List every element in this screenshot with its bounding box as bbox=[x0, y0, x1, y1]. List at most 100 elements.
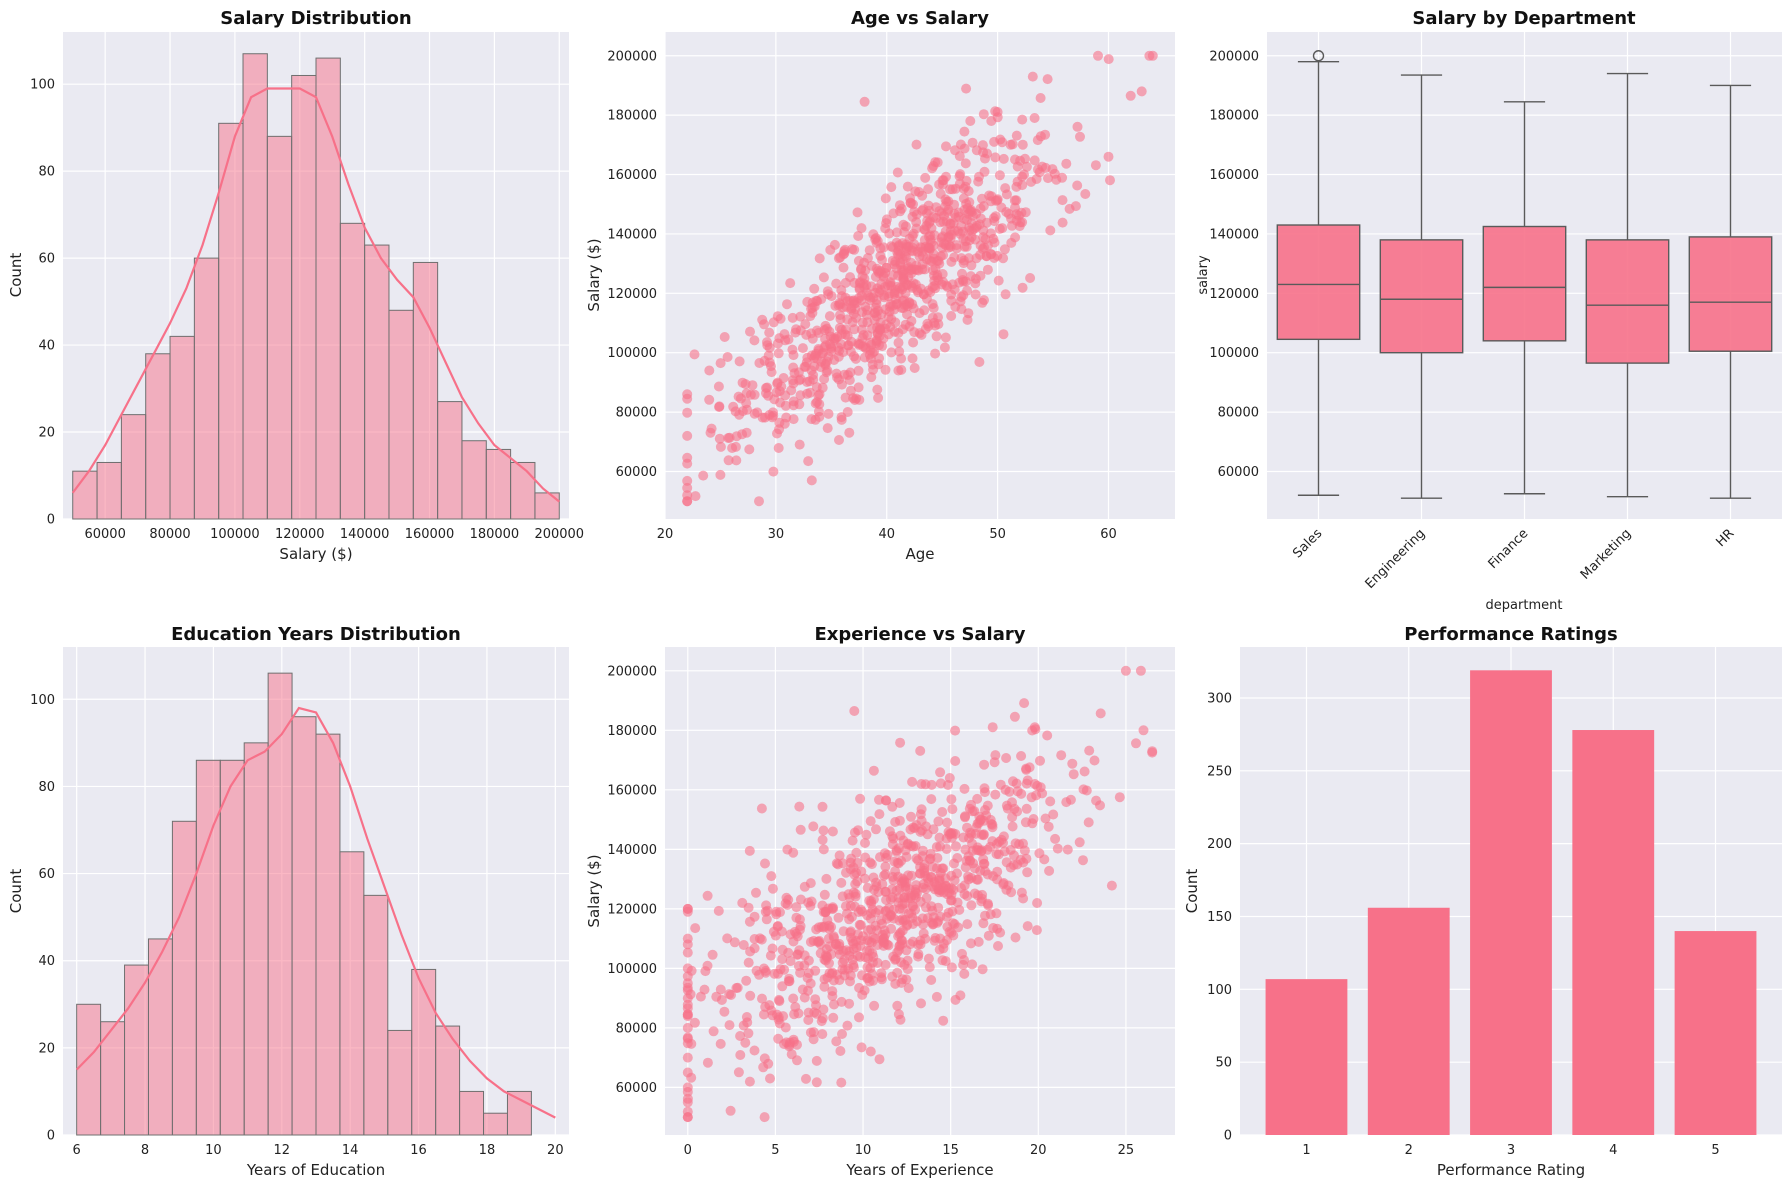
scatter-point bbox=[918, 882, 929, 893]
scatter-point bbox=[1019, 698, 1030, 709]
scatter-point bbox=[838, 347, 849, 358]
scatter-point bbox=[833, 300, 844, 311]
y-tick-label: 60000 bbox=[616, 465, 657, 480]
scatter-point bbox=[979, 783, 990, 794]
scatter-point bbox=[835, 310, 845, 320]
scatter-point bbox=[844, 427, 855, 438]
scatter-point bbox=[842, 407, 853, 417]
scatter-point bbox=[1007, 812, 1018, 823]
scatter-point bbox=[855, 904, 866, 915]
scatter-point bbox=[843, 340, 854, 351]
scatter-point bbox=[1017, 114, 1028, 125]
scatter-point bbox=[813, 390, 824, 401]
y-tick-label: 0 bbox=[1224, 1129, 1232, 1144]
scatter-point bbox=[833, 912, 844, 923]
scatter-point bbox=[963, 308, 974, 319]
y-tick-label: 200000 bbox=[607, 664, 657, 679]
scatter-point bbox=[990, 750, 1001, 761]
scatter-point bbox=[896, 364, 907, 375]
scatter-point bbox=[859, 352, 870, 363]
scatter-point bbox=[743, 957, 754, 968]
scatter-point bbox=[939, 210, 950, 221]
scatter-point bbox=[764, 1000, 775, 1011]
scatter-point bbox=[853, 339, 864, 350]
scatter-point bbox=[835, 1046, 846, 1056]
bar bbox=[1572, 730, 1655, 1135]
scatter-point bbox=[990, 789, 1001, 800]
scatter-point bbox=[767, 883, 778, 894]
scatter-point bbox=[839, 955, 850, 965]
scatter-point bbox=[744, 1076, 755, 1087]
scatter-point bbox=[775, 313, 786, 324]
scatter-point bbox=[724, 1020, 735, 1031]
scatter-point bbox=[788, 936, 799, 947]
y-tick-label: 120000 bbox=[607, 902, 657, 917]
scatter-point bbox=[1007, 821, 1018, 832]
scatter-point bbox=[890, 817, 901, 827]
scatter-point bbox=[958, 290, 969, 301]
scatter-point bbox=[832, 969, 843, 980]
x-tick-label: 25 bbox=[1118, 1143, 1135, 1158]
scatter-point bbox=[852, 207, 863, 218]
scatter-point bbox=[735, 1050, 746, 1060]
scatter-point bbox=[1056, 750, 1067, 761]
y-axis-label: Salary ($) bbox=[585, 238, 603, 311]
scatter-point bbox=[1067, 758, 1078, 769]
scatter-point bbox=[699, 984, 710, 995]
y-tick-label: 140000 bbox=[1209, 227, 1259, 242]
scatter-point bbox=[896, 353, 907, 364]
scatter-point bbox=[855, 920, 866, 930]
scatter-point bbox=[836, 996, 847, 1007]
scatter-point bbox=[949, 919, 960, 930]
x-axis-label: Years of Education bbox=[246, 1161, 385, 1179]
scatter-point bbox=[923, 184, 934, 195]
scatter-point bbox=[1016, 751, 1027, 761]
scatter-point bbox=[929, 275, 940, 286]
scatter-point bbox=[698, 470, 709, 481]
scatter-point bbox=[845, 272, 856, 283]
scatter-point bbox=[812, 296, 823, 307]
scatter-point bbox=[837, 1029, 847, 1039]
y-tick-label: 200000 bbox=[1209, 49, 1259, 64]
scatter-point bbox=[1007, 139, 1018, 150]
scatter-point bbox=[870, 287, 881, 298]
scatter-point bbox=[745, 946, 756, 957]
x-tick-label: 40 bbox=[878, 527, 895, 542]
scatter-point bbox=[908, 822, 919, 833]
scatter-point bbox=[843, 889, 854, 900]
y-tick-label: 100000 bbox=[607, 346, 657, 361]
scatter-point bbox=[682, 407, 693, 418]
scatter-point bbox=[909, 206, 920, 217]
scatter-point bbox=[1022, 921, 1033, 932]
x-tick-label: 5 bbox=[771, 1143, 779, 1158]
scatter-point bbox=[682, 1052, 693, 1063]
scatter-point bbox=[861, 309, 872, 320]
histogram-bar bbox=[291, 74, 317, 520]
scatter-point bbox=[916, 815, 927, 826]
scatter-point bbox=[814, 253, 825, 264]
scatter-point bbox=[975, 815, 986, 826]
scatter-point bbox=[930, 348, 941, 359]
bar bbox=[1674, 931, 1757, 1135]
scatter-point bbox=[1032, 135, 1043, 146]
scatter-point bbox=[773, 348, 784, 359]
scatter-point bbox=[931, 880, 942, 891]
scatter-point bbox=[981, 217, 992, 228]
scatter-point bbox=[682, 452, 693, 463]
x-tick-label: 16 bbox=[410, 1143, 427, 1158]
scatter-point bbox=[818, 1004, 829, 1015]
scatter-point bbox=[794, 399, 805, 410]
scatter-point bbox=[896, 977, 907, 988]
scatter-point bbox=[818, 272, 829, 283]
scatter-point bbox=[905, 198, 916, 209]
scatter-point bbox=[950, 756, 961, 766]
scatter-point bbox=[715, 1038, 726, 1049]
histogram-bar bbox=[76, 1003, 102, 1136]
x-tick-label: 12 bbox=[274, 1143, 291, 1158]
scatter-point bbox=[788, 993, 799, 1004]
scatter-point bbox=[834, 850, 845, 861]
scatter-point bbox=[887, 884, 898, 895]
scatter-point bbox=[840, 392, 851, 403]
scatter-point bbox=[888, 208, 899, 219]
scatter-point bbox=[1027, 725, 1038, 736]
